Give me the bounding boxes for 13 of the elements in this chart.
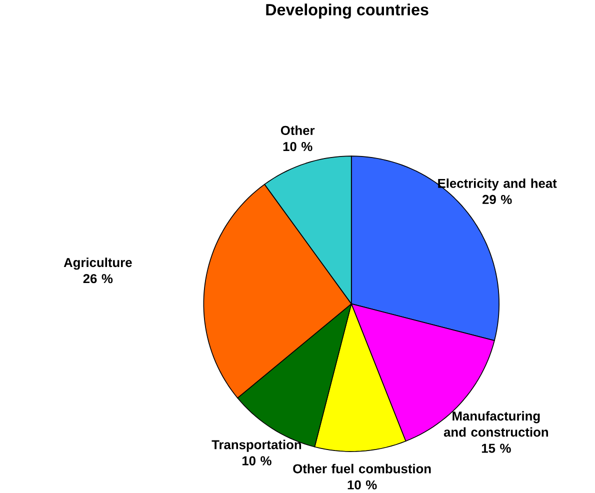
data-label: 10 % [283, 142, 312, 152]
slice-label: Electricity and heat [438, 178, 557, 190]
slice-label: Transportation [212, 440, 302, 452]
data-label: 10 % [348, 480, 377, 490]
data-label: 10 % [242, 456, 272, 466]
slice-label: Other [280, 126, 315, 135]
slice-label: Agriculture [64, 258, 132, 270]
data-label: 26 % [83, 274, 113, 284]
data-label: 15 % [482, 444, 511, 453]
slice-label: Manufacturing and construction [444, 411, 548, 437]
slice-label: Other fuel combustion [293, 464, 431, 474]
data-label: 29 % [482, 194, 512, 204]
chart-title: Developing countries [266, 4, 428, 19]
